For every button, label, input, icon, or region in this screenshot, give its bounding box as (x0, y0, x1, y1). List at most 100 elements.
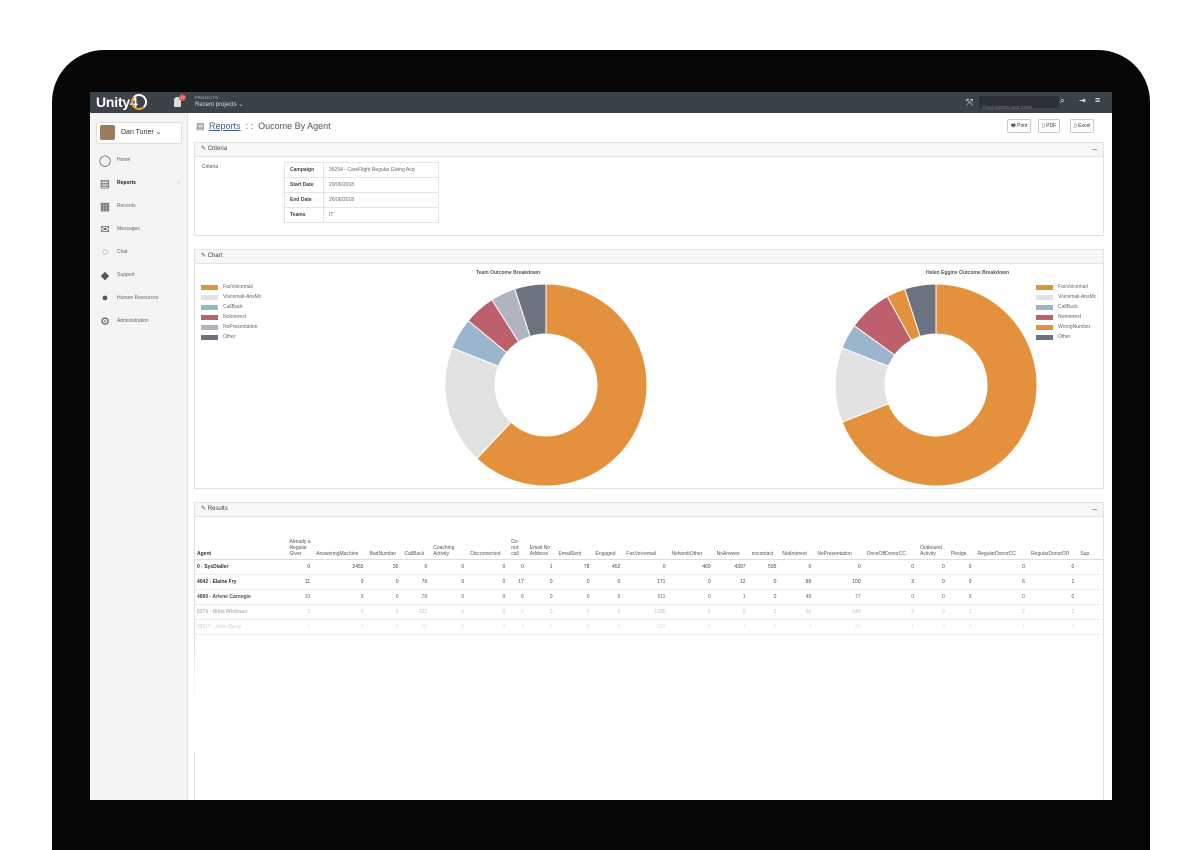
table-cell: 0 (431, 574, 469, 590)
sidebar-item-records[interactable]: ▦ Records (98, 200, 183, 214)
table-cell: 0 (593, 619, 625, 635)
table-row[interactable]: 20117 - John Berry 1 0 0 20 0 0 3 0 0 0 239 0 1 0 7 24 1 0… (195, 619, 1103, 635)
envelope-icon: ✉ (100, 224, 110, 236)
sidebar-item-human-resources[interactable]: ● Human Resources (98, 292, 183, 306)
top-bar: Unity4 17 PROJECTS Recent projects ⌄ ⤧ ⌕… (90, 92, 1112, 114)
column-header[interactable]: FaxVoicemail (624, 517, 670, 560)
sidebar-item-support[interactable]: ◆ Support (98, 269, 183, 283)
table-cell: 511 (624, 589, 670, 605)
table-cell: 595 (749, 559, 781, 575)
table-cell: 0 (509, 604, 528, 620)
table-row[interactable]: 4042 - Elaine Fry 11 0 0 79 0 0 17 0 0 0 171 0 12 0 89 1… (195, 574, 1103, 590)
results-panel-header[interactable]: ✎ Results – (195, 503, 1103, 517)
criteria-panel-header[interactable]: ✎ Criteria – (195, 143, 1103, 157)
column-header[interactable]: Agent (195, 517, 288, 560)
column-header[interactable]: Sup (1078, 517, 1103, 560)
sidebar-item-label: Support (117, 272, 135, 278)
table-row[interactable]: 0 - SysDialler 0 2455 30 0 0 0 0 1 78 452 0 469 4397 5… (195, 559, 1103, 575)
pdf-button[interactable]: ▯ PDF (1038, 119, 1061, 133)
breadcrumb-link-reports[interactable]: Reports (209, 121, 241, 131)
sidebar-item-chat[interactable]: ◌ Chat (98, 246, 183, 260)
column-header[interactable]: NetworkOther (669, 517, 715, 560)
legend-swatch (201, 315, 218, 320)
fullscreen-icon[interactable]: ⤧ (966, 97, 974, 107)
table-cell: 0 (780, 559, 816, 575)
logout-icon[interactable]: ⇥ (1079, 96, 1086, 105)
sidebar-item-label: Administration (117, 318, 149, 324)
column-header[interactable]: Pledge (948, 517, 976, 560)
user-menu[interactable]: Dan Tuner ⌄ (96, 122, 182, 144)
column-header[interactable]: CallBack (402, 517, 432, 560)
legend-label: Voicemail-AnsMc (1058, 294, 1097, 300)
projects-dropdown[interactable]: Recent projects ⌄ (195, 102, 244, 108)
table-cell: 140 (815, 604, 865, 620)
table-cell: 0 (1028, 589, 1079, 605)
column-header[interactable]: Coaching Activity (431, 517, 469, 560)
table-cell: 0 (593, 604, 625, 620)
table-cell: 0 (556, 574, 594, 590)
chart-panel-title: Chart (207, 253, 223, 259)
projects-label: PROJECTS (195, 95, 218, 100)
print-button[interactable]: 🖶 Print (1007, 119, 1032, 133)
column-header[interactable]: Do not call (509, 517, 528, 560)
criteria-value: 26/06/2018 (323, 192, 439, 208)
sidebar-item-label: Chat (117, 249, 128, 255)
search-icon[interactable]: ⌕ (1060, 96, 1065, 105)
table-cell: 0 (556, 619, 594, 635)
column-header[interactable]: NoAnswer (714, 517, 750, 560)
donut-slice-other[interactable] (904, 283, 937, 338)
table-cell: 0 (527, 589, 557, 605)
column-header[interactable]: AnsweringMachine (314, 517, 368, 560)
criteria-label: Criteria (202, 164, 219, 170)
table-cell: 0 (556, 604, 594, 620)
table-cell: 1 (1028, 604, 1079, 620)
donut-slice-faxvoicemail[interactable] (841, 283, 1038, 487)
table-cell: 0 (948, 619, 976, 635)
chart-panel-header[interactable]: ✎ Chart (195, 250, 1103, 264)
notification-badge[interactable]: 17 (179, 94, 186, 101)
donut-slice-other[interactable] (514, 283, 547, 338)
menu-icon[interactable]: ≡ (1095, 95, 1101, 105)
column-header[interactable]: NoPresentation (815, 517, 865, 560)
sidebar-item-home[interactable]: ◯ Home (98, 154, 183, 168)
sidebar-item-messages[interactable]: ✉ Messages (98, 223, 183, 237)
search-input[interactable] (979, 102, 1059, 114)
sidebar-item-reports[interactable]: ▤ Reports › (98, 177, 183, 191)
donut-slice-faxvoicemail[interactable] (476, 283, 648, 487)
column-header[interactable]: EmailSent (556, 517, 594, 560)
collapse-icon[interactable]: – (1092, 505, 1097, 514)
table-cell: 3 (864, 604, 919, 620)
collapse-icon[interactable]: – (1092, 145, 1097, 154)
table-cell: 0 (367, 619, 403, 635)
column-header[interactable]: Email No Address (527, 517, 557, 560)
column-header[interactable]: nocontact (749, 517, 781, 560)
excel-button[interactable]: ▯ Excel (1070, 119, 1095, 133)
chart-title-agent: Helen Eggins Outcome Breakdown (926, 270, 1010, 276)
user-icon[interactable] (174, 97, 181, 107)
column-header[interactable]: Outbound Activity (918, 517, 949, 560)
table-cell: 0 (468, 574, 510, 590)
column-header[interactable]: NotInterest (780, 517, 816, 560)
table-cell: 1 (527, 559, 557, 575)
table-cell: 0 (593, 574, 625, 590)
column-header[interactable]: OnceOffDonorCC (864, 517, 919, 560)
report-icon: ▤ (196, 121, 205, 131)
table-cell: 1 (1028, 574, 1079, 590)
column-header[interactable]: Already a Regular Giver (287, 517, 315, 560)
column-header[interactable]: BadNumber (367, 517, 403, 560)
sidebar-item-administration[interactable]: ⚙ Administration (98, 315, 183, 329)
column-header[interactable]: Engaged (593, 517, 625, 560)
chart-title-team: Team Outcome Breakdown (476, 270, 541, 276)
table-cell: 0 (669, 604, 715, 620)
table-row[interactable]: 4889 - Arlene Carnegie 10 0 0 79 0 0 6 0 0 5 511 0 1 0… (195, 589, 1103, 605)
column-header[interactable]: Disconnected (468, 517, 510, 560)
table-cell: 1 (948, 604, 976, 620)
table-row[interactable]: 8374 - Nikki Whitman 3 0 0 122 0 0 0 0 0 0 1295 0 0 0 6… (195, 604, 1103, 620)
column-header[interactable]: RegularDonorCC (975, 517, 1029, 560)
table-cell: 452 (593, 559, 625, 575)
app-logo[interactable]: Unity4 (96, 94, 138, 110)
column-header[interactable]: RegularDonorDD (1028, 517, 1079, 560)
table-cell: 0 (431, 589, 469, 605)
agent-name-cell: 8374 - Nikki Whitman (195, 604, 288, 620)
table-cell: 0 (918, 619, 949, 635)
